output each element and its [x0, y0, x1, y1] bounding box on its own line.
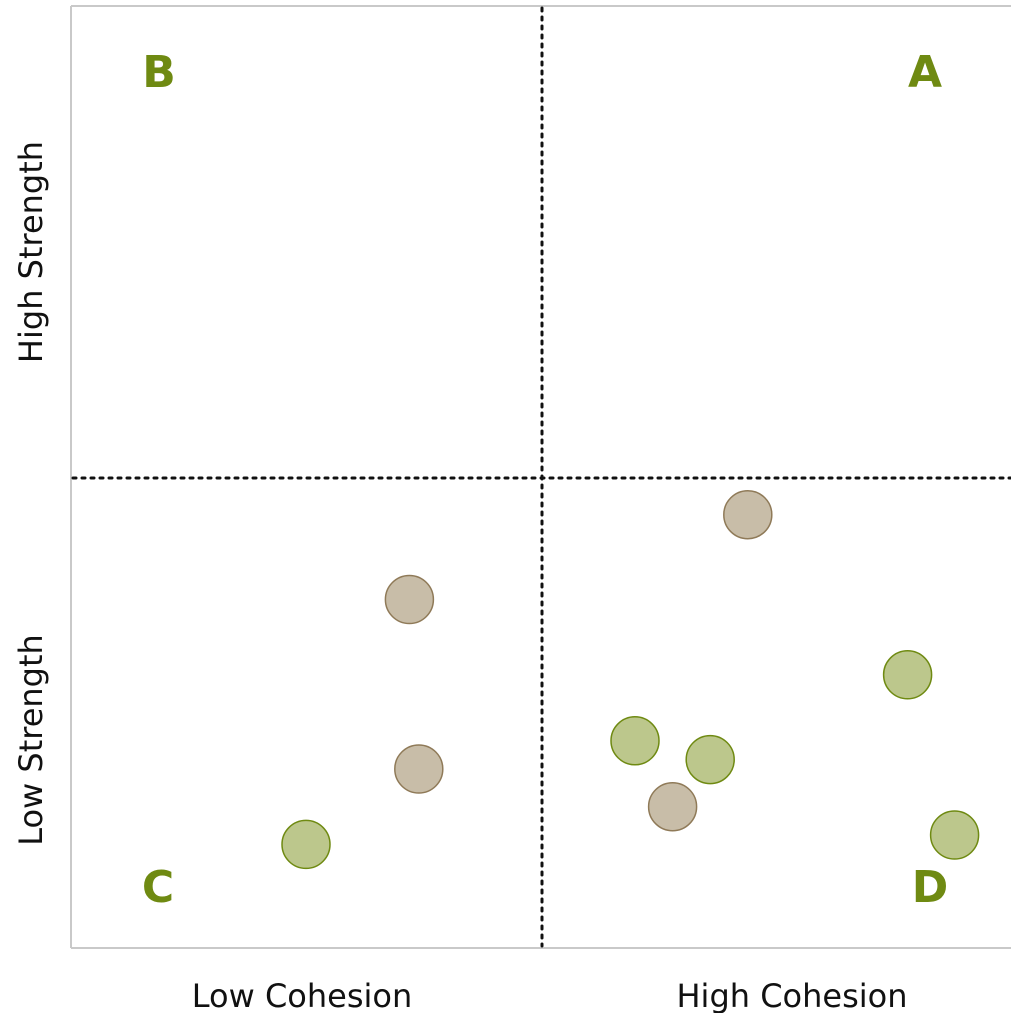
green-data-point-5: [929, 810, 980, 860]
quadrant-label-b: B: [142, 47, 176, 98]
y-label-high-strength: High Strength: [12, 141, 50, 363]
green-data-point-1: [882, 650, 933, 700]
x-label-low-cohesion: Low Cohesion: [192, 977, 413, 1013]
tan-data-point-3: [394, 744, 444, 794]
y-label-low-strength: Low Strength: [12, 634, 50, 846]
green-data-point-2: [610, 716, 660, 766]
tan-data-point-4: [647, 781, 698, 832]
tan-data-point-1: [723, 489, 773, 540]
green-data-point-3: [685, 734, 735, 785]
green-data-point-4: [281, 819, 331, 870]
x-label-high-cohesion: High Cohesion: [676, 977, 907, 1013]
tan-data-point-2: [384, 574, 435, 625]
quadrant-label-a: A: [908, 47, 942, 98]
data-points-group: [281, 489, 980, 870]
quadrant-label-c: C: [142, 862, 174, 913]
quadrant-label-d: D: [912, 862, 949, 913]
